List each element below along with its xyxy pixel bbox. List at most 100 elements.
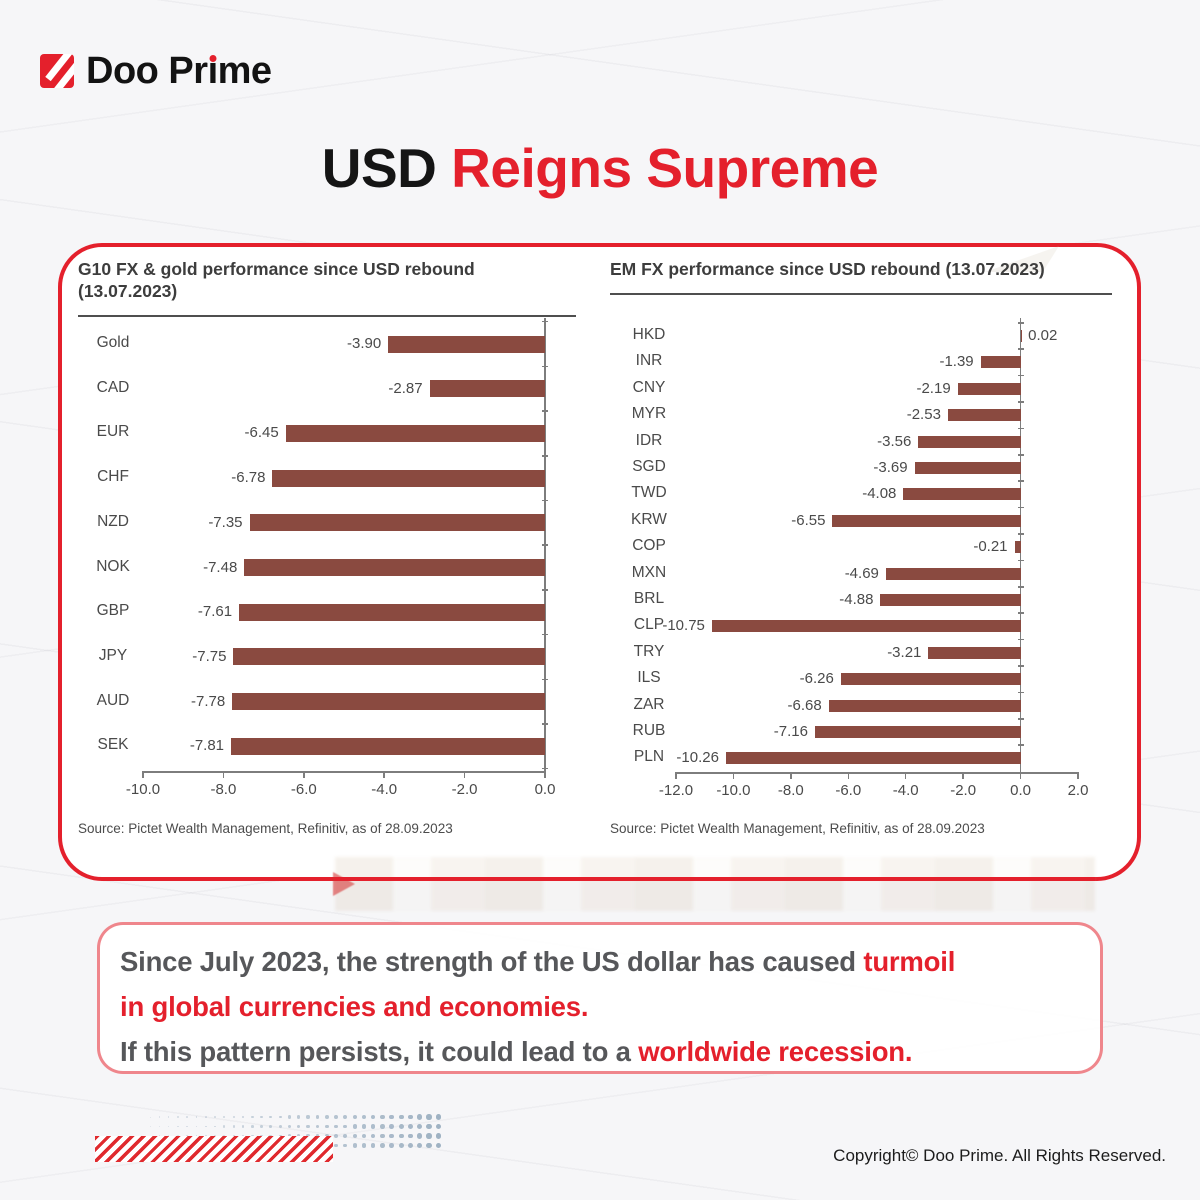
halftone-dot xyxy=(380,1114,385,1120)
halftone-dot xyxy=(269,1115,273,1119)
halftone-dot xyxy=(306,1134,310,1138)
halftone-dot xyxy=(260,1134,263,1138)
halftone-dot xyxy=(297,1134,301,1138)
halftone-dot xyxy=(186,1135,188,1137)
halftone-dot xyxy=(334,1134,338,1138)
halftone-dot xyxy=(297,1115,301,1119)
halftone-dot xyxy=(195,1135,198,1137)
g10-chart-source: Source: Pictet Wealth Management, Refini… xyxy=(78,821,453,836)
doo-prime-logo: Doo Prıme xyxy=(40,52,272,90)
halftone-dot xyxy=(352,1114,357,1120)
halftone-dot xyxy=(315,1134,320,1138)
halftone-dot xyxy=(352,1124,357,1129)
halftone-dot xyxy=(241,1115,245,1119)
halftone-dot xyxy=(158,1125,160,1128)
wordmark-i-red-dot: ı xyxy=(207,50,219,92)
callout-text-red: in global currencies and economies. xyxy=(120,991,589,1022)
em-fx-chart-title: EM FX performance since USD rebound (13.… xyxy=(610,258,1112,295)
halftone-dot xyxy=(158,1135,160,1137)
callout-line: If this pattern persists, it could lead … xyxy=(120,1029,1082,1074)
callout-text-gray: Since July 2023, the strength of the US … xyxy=(120,946,864,977)
halftone-dot xyxy=(177,1116,179,1118)
copyright-text: Copyright© Doo Prime. All Rights Reserve… xyxy=(833,1146,1166,1165)
halftone-dot xyxy=(398,1133,404,1139)
callout-line: in global currencies and economies. xyxy=(120,984,1082,1029)
halftone-dot xyxy=(306,1115,310,1119)
halftone-dot xyxy=(158,1116,160,1118)
halftone-dot xyxy=(306,1124,310,1129)
halftone-dot xyxy=(343,1134,348,1138)
halftone-dot xyxy=(177,1125,179,1128)
halftone-dot xyxy=(370,1143,376,1148)
summary-callout: Since July 2023, the strength of the US … xyxy=(97,922,1103,1074)
halftone-dot xyxy=(407,1114,413,1120)
halftone-dot xyxy=(334,1143,338,1148)
halftone-dot xyxy=(278,1125,282,1128)
halftone-dot xyxy=(167,1116,170,1118)
halftone-dot xyxy=(278,1115,282,1119)
halftone-dot xyxy=(223,1115,226,1119)
halftone-dot xyxy=(370,1133,376,1139)
halftone-dot xyxy=(241,1125,245,1128)
halftone-dot xyxy=(417,1114,423,1120)
halftone-dot xyxy=(389,1124,395,1129)
panel-bottom-border xyxy=(335,877,1095,881)
page-title-black: USD xyxy=(321,137,437,199)
halftone-dot xyxy=(214,1125,217,1128)
halftone-dot xyxy=(417,1133,423,1139)
halftone-dot xyxy=(251,1134,254,1138)
halftone-dot xyxy=(223,1134,226,1138)
halftone-dot xyxy=(389,1133,395,1139)
halftone-dot xyxy=(251,1125,254,1128)
halftone-dot xyxy=(361,1124,367,1129)
halftone-dot xyxy=(426,1142,432,1149)
halftone-dot xyxy=(214,1116,217,1118)
halftone-dot xyxy=(361,1143,367,1148)
halftone-dot xyxy=(287,1115,292,1119)
callout-line: Since July 2023, the strength of the US … xyxy=(120,939,1082,984)
halftone-dot xyxy=(426,1114,432,1120)
halftone-dot xyxy=(251,1115,254,1119)
halftone-dot xyxy=(334,1115,338,1119)
halftone-dot xyxy=(435,1142,441,1149)
halftone-dot xyxy=(417,1142,423,1149)
halftone-dot xyxy=(167,1135,170,1137)
halftone-dot xyxy=(195,1116,198,1118)
halftone-dot xyxy=(435,1114,441,1120)
halftone-dot xyxy=(370,1124,376,1129)
halftone-dot xyxy=(380,1133,385,1139)
halftone-dot xyxy=(260,1125,263,1128)
halftone-dot xyxy=(324,1115,329,1119)
halftone-dot xyxy=(167,1125,170,1128)
halftone-dot xyxy=(380,1124,385,1129)
callout-text-red: worldwide recession. xyxy=(638,1036,913,1067)
halftone-dot xyxy=(334,1124,338,1129)
halftone-dot xyxy=(398,1114,404,1120)
halftone-dot xyxy=(361,1133,367,1139)
callout-text-red: turmoil xyxy=(863,946,956,977)
halftone-dot xyxy=(315,1124,320,1129)
halftone-dot xyxy=(241,1134,245,1138)
halftone-dot xyxy=(269,1134,273,1138)
wordmark-pre: Doo Pr xyxy=(86,50,208,92)
wordmark-post: me xyxy=(217,50,272,92)
halftone-dot xyxy=(370,1114,376,1120)
halftone-dot xyxy=(324,1124,329,1129)
halftone-dot xyxy=(297,1124,301,1129)
halftone-dot xyxy=(149,1116,151,1118)
halftone-dot xyxy=(352,1143,357,1148)
halftone-dot xyxy=(315,1115,320,1119)
halftone-dot xyxy=(260,1115,263,1119)
halftone-dot xyxy=(407,1133,413,1139)
g10-chart-title: G10 FX & gold performance since USD rebo… xyxy=(78,258,576,317)
halftone-dot xyxy=(232,1115,235,1119)
halftone-dot xyxy=(278,1134,282,1138)
halftone-dot xyxy=(186,1125,188,1128)
halftone-dot xyxy=(389,1114,395,1120)
halftone-dot xyxy=(204,1125,207,1128)
hatched-bar-decoration xyxy=(95,1136,333,1162)
halftone-dot xyxy=(214,1135,217,1137)
callout-text-gray: If this pattern persists, it could lead … xyxy=(120,1036,639,1067)
halftone-dot xyxy=(287,1134,292,1138)
halftone-dot xyxy=(352,1133,357,1139)
